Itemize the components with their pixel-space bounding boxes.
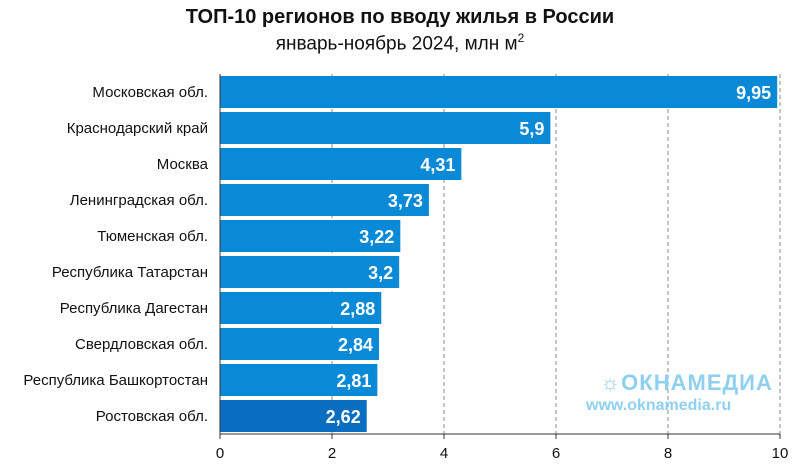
- data-label: 3,73: [388, 191, 423, 211]
- category-label: Республика Дагестан: [60, 300, 208, 317]
- data-label: 2,84: [338, 335, 373, 355]
- watermark-url: www.oknamedia.ru: [586, 397, 732, 414]
- bar: [220, 256, 400, 288]
- x-tick-label: 4: [440, 445, 448, 462]
- data-label: 2,62: [326, 407, 361, 427]
- subtitle-superscript: 2: [517, 31, 525, 45]
- category-label: Москва: [157, 156, 209, 173]
- x-tick-label: 8: [664, 445, 672, 462]
- category-label: Московская обл.: [92, 84, 208, 101]
- data-label: 3,2: [368, 263, 393, 283]
- data-label: 3,22: [359, 227, 394, 247]
- bar: [220, 364, 378, 396]
- category-label: Республика Татарстан: [52, 264, 208, 281]
- category-label: Тюменская обл.: [97, 228, 208, 245]
- sun-icon: ☼: [600, 370, 622, 395]
- bar: [220, 76, 778, 108]
- x-tick-label: 10: [772, 445, 789, 462]
- category-label: Свердловская обл.: [75, 336, 208, 353]
- chart-title: ТОП-10 регионов по вводу жилья в России: [185, 6, 615, 28]
- category-label: Ростовская обл.: [96, 408, 208, 425]
- bar: [220, 328, 380, 360]
- bar: [220, 184, 429, 216]
- bar: [220, 292, 382, 324]
- data-label: 2,88: [340, 299, 375, 319]
- watermark-logo-text: ОКНАМЕДИА: [621, 370, 773, 395]
- bar: [220, 148, 462, 180]
- bar: [220, 400, 367, 432]
- data-label: 9,95: [736, 83, 771, 103]
- category-label: Ленинградская обл.: [70, 192, 208, 209]
- bar: [220, 220, 401, 252]
- data-label: 5,9: [519, 119, 544, 139]
- chart-subtitle: январь-ноябрь 2024, млн м2: [0, 31, 800, 55]
- x-tick-label: 2: [328, 445, 336, 462]
- x-tick-label: 6: [552, 445, 560, 462]
- category-label: Краснодарский край: [67, 120, 208, 137]
- category-label: Республика Башкортостан: [23, 372, 208, 389]
- data-label: 2,81: [336, 371, 371, 391]
- subtitle-text: январь-ноябрь 2024, млн м: [275, 33, 518, 55]
- x-tick-label: 0: [216, 445, 224, 462]
- data-label: 4,31: [420, 155, 455, 175]
- bar: [220, 112, 551, 144]
- watermark-logo: ☼ОКНАМЕДИА: [600, 370, 773, 396]
